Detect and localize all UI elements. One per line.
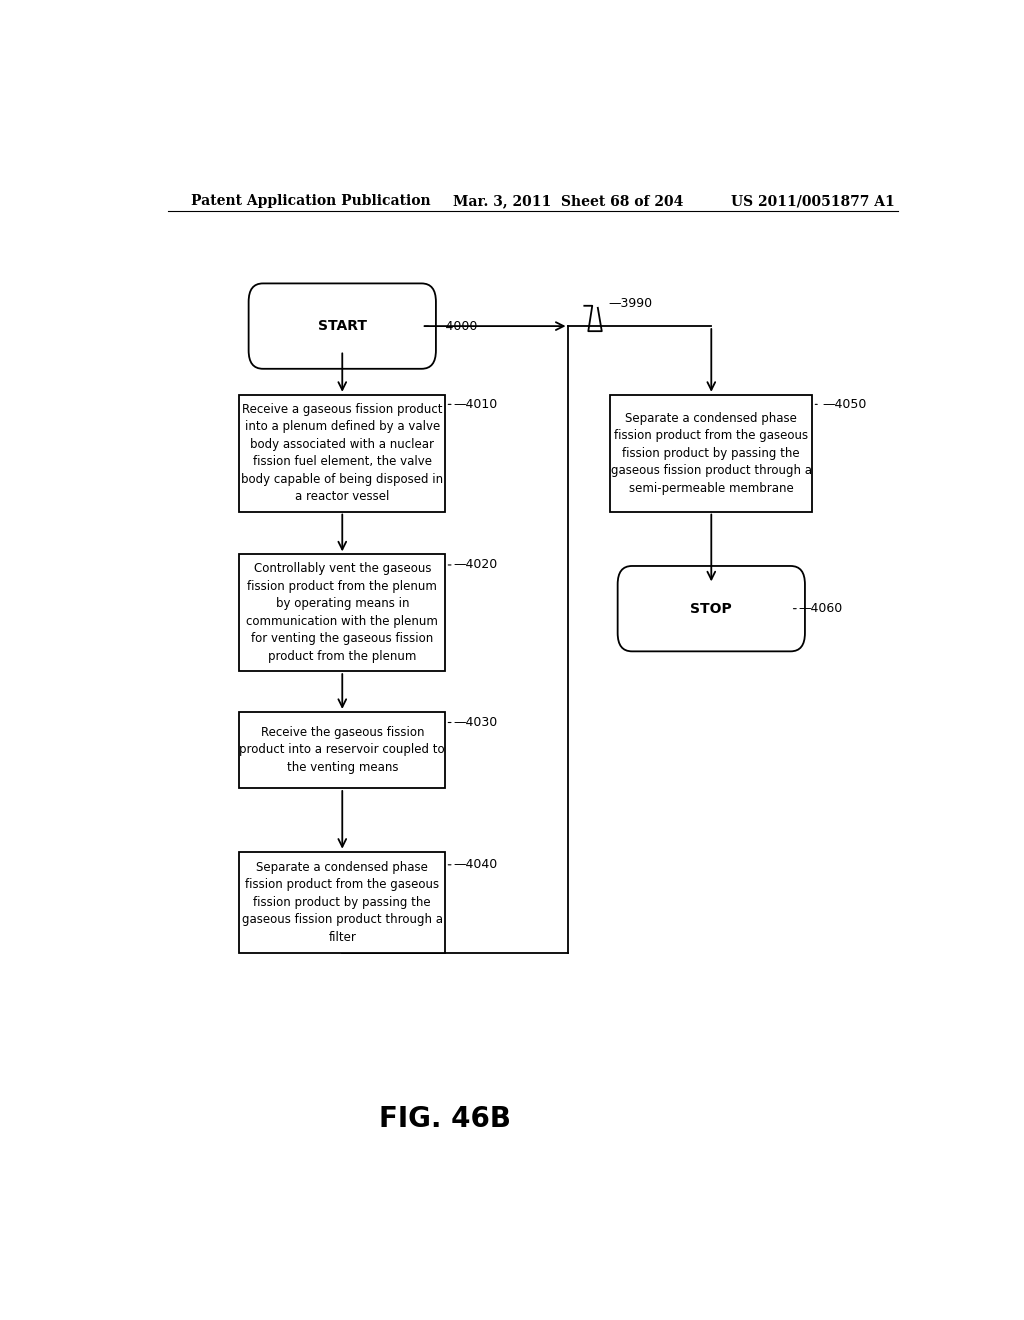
- FancyBboxPatch shape: [240, 851, 445, 953]
- FancyBboxPatch shape: [617, 566, 805, 651]
- Text: —4010: —4010: [454, 397, 498, 411]
- Text: —4040: —4040: [454, 858, 498, 871]
- Text: Patent Application Publication: Patent Application Publication: [191, 194, 431, 209]
- FancyBboxPatch shape: [249, 284, 436, 368]
- Text: —4030: —4030: [454, 715, 498, 729]
- Text: US 2011/0051877 A1: US 2011/0051877 A1: [731, 194, 895, 209]
- FancyBboxPatch shape: [240, 395, 445, 512]
- FancyBboxPatch shape: [610, 395, 812, 512]
- FancyBboxPatch shape: [240, 711, 445, 788]
- Text: Receive the gaseous fission
product into a reservoir coupled to
the venting mean: Receive the gaseous fission product into…: [240, 726, 445, 774]
- Text: FIG. 46B: FIG. 46B: [380, 1105, 511, 1133]
- Text: —3990: —3990: [608, 297, 652, 310]
- Text: Receive a gaseous fission product
into a plenum defined by a valve
body associat: Receive a gaseous fission product into a…: [242, 403, 443, 503]
- Text: START: START: [317, 319, 367, 333]
- Text: Separate a condensed phase
fission product from the gaseous
fission product by p: Separate a condensed phase fission produ…: [242, 861, 442, 944]
- Text: —4050: —4050: [822, 397, 866, 411]
- FancyBboxPatch shape: [240, 554, 445, 671]
- Text: —4000: —4000: [433, 319, 478, 333]
- Text: —4020: —4020: [454, 558, 498, 572]
- Text: Mar. 3, 2011  Sheet 68 of 204: Mar. 3, 2011 Sheet 68 of 204: [454, 194, 684, 209]
- Text: STOP: STOP: [690, 602, 732, 615]
- Text: —4060: —4060: [799, 602, 843, 615]
- Text: Controllably vent the gaseous
fission product from the plenum
by operating means: Controllably vent the gaseous fission pr…: [247, 562, 438, 663]
- Text: Separate a condensed phase
fission product from the gaseous
fission product by p: Separate a condensed phase fission produ…: [610, 412, 812, 495]
